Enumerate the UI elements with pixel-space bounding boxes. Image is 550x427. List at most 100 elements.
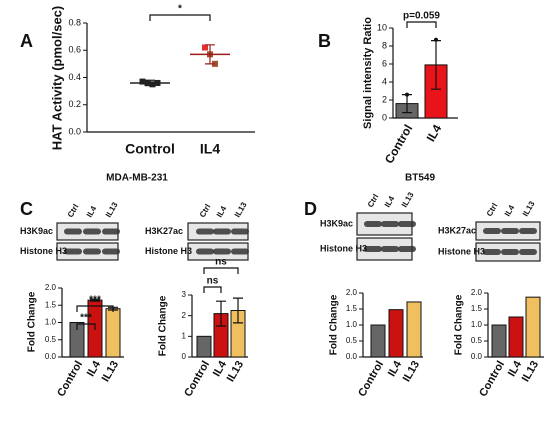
y-axis-label: Fold Change	[329, 294, 340, 355]
bracket	[203, 267, 239, 274]
band	[381, 221, 399, 227]
lane-label: IL4	[85, 204, 99, 219]
band	[64, 228, 82, 235]
lane-label: IL13	[233, 200, 249, 219]
x-tick-label: IL13	[225, 359, 246, 384]
bracket	[76, 305, 114, 312]
row-label: H3K27ac	[438, 225, 476, 235]
y-tick-label: 3	[182, 290, 187, 299]
error-bar	[145, 79, 155, 87]
y-tick-label: 0.8	[68, 17, 81, 27]
band	[83, 248, 101, 255]
band	[196, 248, 214, 255]
bracket	[203, 286, 222, 293]
band	[196, 228, 214, 235]
y-tick-label: 2	[382, 94, 387, 104]
y-tick-label: 0.5	[471, 336, 483, 345]
row-label: H3K9ac	[20, 226, 53, 236]
y-tick-label: 1.0	[471, 320, 483, 329]
row-label: Histone H3	[20, 246, 67, 256]
row-label: H3K27ac	[145, 226, 183, 236]
band	[501, 228, 519, 234]
point	[149, 81, 156, 88]
y-axis-label: Fold Change	[454, 294, 465, 355]
y-tick-label: 0.0	[471, 352, 483, 361]
y-tick-label: 4	[382, 76, 387, 86]
band	[364, 221, 382, 227]
band	[64, 248, 82, 255]
y-tick-label: 2.0	[471, 288, 483, 297]
x-tick-label: IL13	[100, 359, 121, 384]
lane-label: IL13	[400, 190, 416, 209]
row-label: Histone H3	[438, 246, 485, 256]
y-tick-label: 2.0	[346, 288, 358, 297]
x-tick-label: IL4	[200, 141, 220, 157]
bracket	[76, 323, 96, 330]
band	[381, 246, 399, 252]
y-tick-label: 0.5	[45, 335, 57, 344]
band	[483, 228, 501, 234]
cell-line: BT549	[405, 173, 435, 184]
y-axis-label: Signal intensity Ratio	[362, 17, 374, 129]
x-tick-label: Control	[182, 359, 212, 399]
y-tick-label: 0.0	[346, 352, 358, 361]
y-tick-label: 0	[382, 112, 387, 122]
panel-label: A	[20, 31, 33, 51]
annotation: p=0.059	[403, 11, 440, 22]
lane-label: Ctrl	[198, 203, 213, 219]
lane-label: Ctrl	[366, 193, 381, 209]
bracket	[149, 14, 211, 21]
band	[102, 228, 120, 235]
error-bar	[216, 300, 226, 327]
band	[213, 228, 231, 235]
y-tick-label: 10	[377, 22, 387, 32]
y-axis-label: Fold Change	[158, 295, 169, 356]
band	[398, 221, 416, 227]
panel-label: C	[20, 199, 33, 219]
cell-line: MDA-MB-231	[106, 173, 168, 184]
y-tick-label: 1.0	[346, 320, 358, 329]
bar	[388, 309, 404, 358]
row-label: Histone H3	[320, 243, 367, 253]
y-tick-label: 1.0	[45, 318, 57, 327]
x-tick-label: Control	[55, 359, 85, 399]
annotation: *	[178, 4, 182, 15]
bar	[105, 308, 121, 358]
x-tick-label: Control	[125, 141, 175, 157]
point	[139, 78, 146, 85]
band	[364, 246, 382, 252]
y-tick-label: 0.5	[346, 336, 358, 345]
x-tick-label: IL13	[401, 359, 422, 384]
x-tick-label: IL13	[520, 359, 541, 384]
y-tick-label: 6	[382, 58, 387, 68]
y-tick-label: 1	[182, 331, 187, 340]
error-bar	[90, 298, 100, 302]
bracket	[406, 21, 437, 28]
panel-label: D	[304, 199, 317, 219]
y-tick-label: 0.0	[68, 126, 81, 136]
y-tick-label: 2	[182, 311, 187, 320]
band	[83, 228, 101, 235]
y-tick-label: 1.5	[471, 304, 483, 313]
y-tick-label: 1.5	[346, 304, 358, 313]
lane-label: IL13	[521, 199, 537, 218]
bar	[508, 316, 524, 358]
bar	[491, 324, 507, 358]
annotation: ns	[215, 257, 227, 268]
bar	[525, 296, 541, 358]
row-label: Histone H3	[145, 246, 192, 256]
y-tick-label: 0	[182, 352, 187, 361]
error-bar	[233, 297, 243, 324]
band	[398, 246, 416, 252]
lane-label: IL4	[215, 204, 229, 219]
band	[102, 248, 120, 255]
band	[483, 249, 501, 255]
band	[231, 228, 249, 235]
y-axis-label: Fold Change	[27, 291, 38, 352]
bar	[196, 335, 212, 358]
y-tick-label: 0.6	[68, 45, 81, 55]
panel-label: B	[318, 31, 331, 51]
point	[405, 92, 409, 97]
lane-label: Ctrl	[66, 203, 81, 219]
band	[231, 248, 249, 255]
